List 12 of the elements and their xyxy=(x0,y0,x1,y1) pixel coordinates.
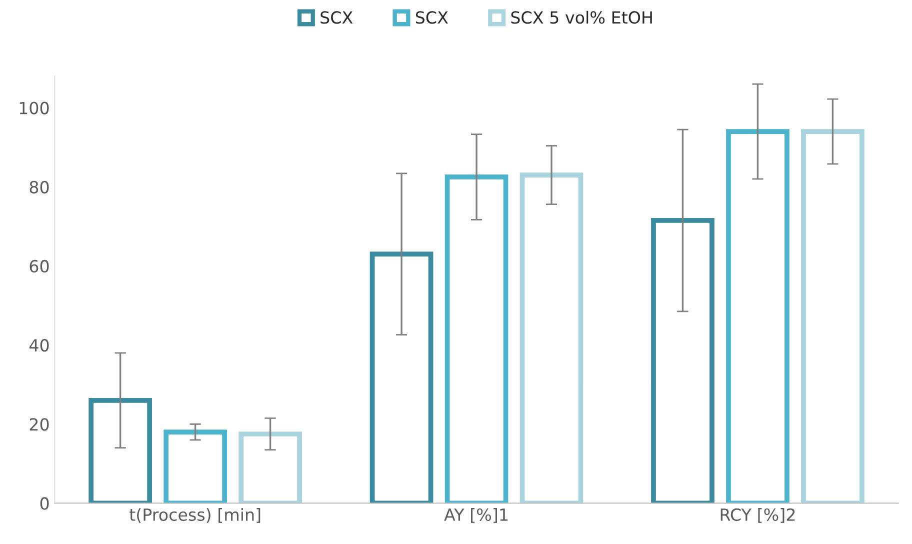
y-tick-label: 20 xyxy=(30,418,49,431)
x-tick-label: RCY [%]2 xyxy=(720,508,795,523)
y-tick-label: 80 xyxy=(30,180,49,194)
y-tick-label: 40 xyxy=(29,339,49,352)
y-tick-label: 100 xyxy=(20,102,49,114)
legend-label: SCX xyxy=(320,11,353,24)
y-tick-label: 0 xyxy=(40,497,49,510)
y-tick-label: 60 xyxy=(30,260,49,273)
legend-label: SCX 5 vol% EtOH xyxy=(511,10,652,24)
x-tick-label: t(Process) [min] xyxy=(130,508,260,523)
x-tick-label: AY [%]1 xyxy=(444,508,508,523)
legend-label: SCX xyxy=(416,11,448,24)
